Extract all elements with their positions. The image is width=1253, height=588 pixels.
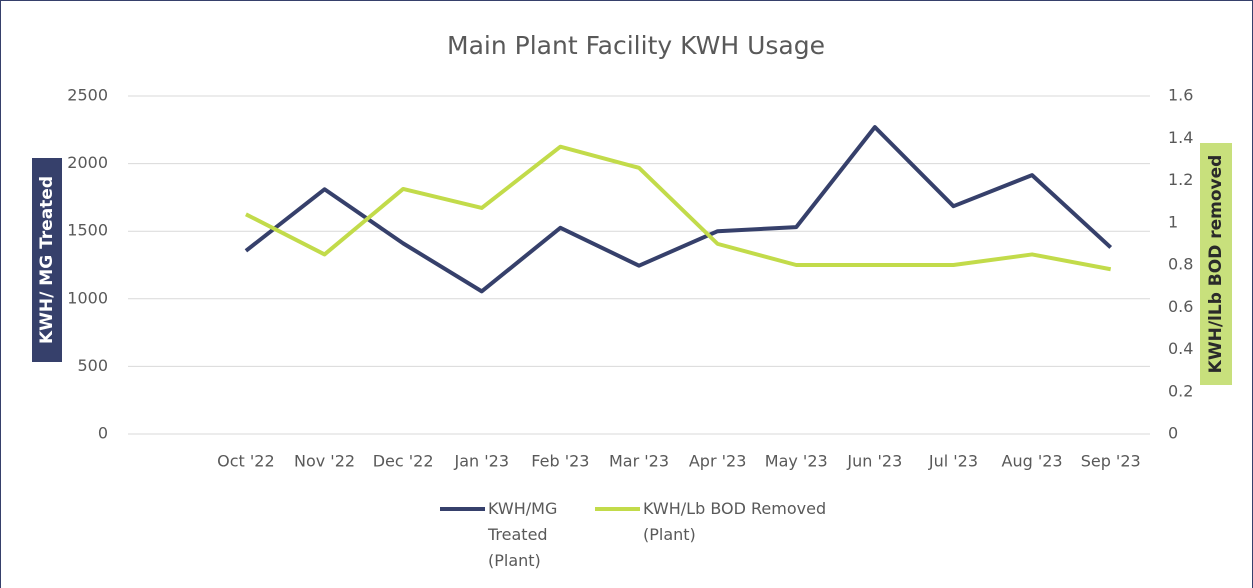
- y2-tick-label: 1.4: [1168, 128, 1193, 147]
- y2-tick-label: 0.8: [1168, 255, 1193, 274]
- x-tick-label: Nov '22: [294, 452, 355, 471]
- series-line: [244, 125, 1113, 294]
- y2-tick-label: 1.6: [1168, 86, 1193, 105]
- legend-label: KWH/MG Treated (Plant): [488, 499, 558, 570]
- x-tick-label: Apr '23: [689, 452, 747, 471]
- y2-tick-label: 0.4: [1168, 339, 1193, 358]
- y-tick-label: 2500: [67, 86, 108, 105]
- x-tick-label: Dec '22: [373, 452, 434, 471]
- y-tick-label: 500: [77, 356, 108, 375]
- y2-tick-label: 0.6: [1168, 297, 1193, 316]
- x-tick-label: May '23: [765, 452, 828, 471]
- x-tick-label: Jan '23: [454, 452, 510, 471]
- y2-label-box: [1200, 143, 1232, 385]
- x-tick-label: Sep '23: [1081, 452, 1141, 471]
- y-tick-label: 0: [98, 424, 108, 443]
- legend-label: KWH/Lb BOD Removed (Plant): [643, 499, 827, 544]
- y2-axis-label: KWH/lLb BOD removed: [1206, 155, 1226, 374]
- x-tick-label: Oct '22: [217, 452, 275, 471]
- y-tick-label: 2000: [67, 153, 108, 172]
- y2-tick-label: 1: [1168, 212, 1178, 231]
- y-tick-label: 1000: [67, 288, 108, 307]
- x-tick-label: Aug '23: [1002, 452, 1063, 471]
- y-label-box: [32, 158, 62, 362]
- y2-tick-label: 0.2: [1168, 381, 1193, 400]
- x-tick-label: Feb '23: [531, 452, 589, 471]
- y-tick-label: 1500: [67, 221, 108, 240]
- y2-tick-label: 1.2: [1168, 170, 1193, 189]
- y2-tick-label: 0: [1168, 424, 1178, 443]
- series-line: [245, 144, 1112, 272]
- x-tick-label: Jul '23: [928, 452, 978, 471]
- chart-title: Main Plant Facility KWH Usage: [447, 31, 825, 60]
- x-tick-label: Mar '23: [609, 452, 669, 471]
- y-axis-label: KWH/ MG Treated: [37, 176, 57, 344]
- x-tick-label: Jun '23: [846, 452, 902, 471]
